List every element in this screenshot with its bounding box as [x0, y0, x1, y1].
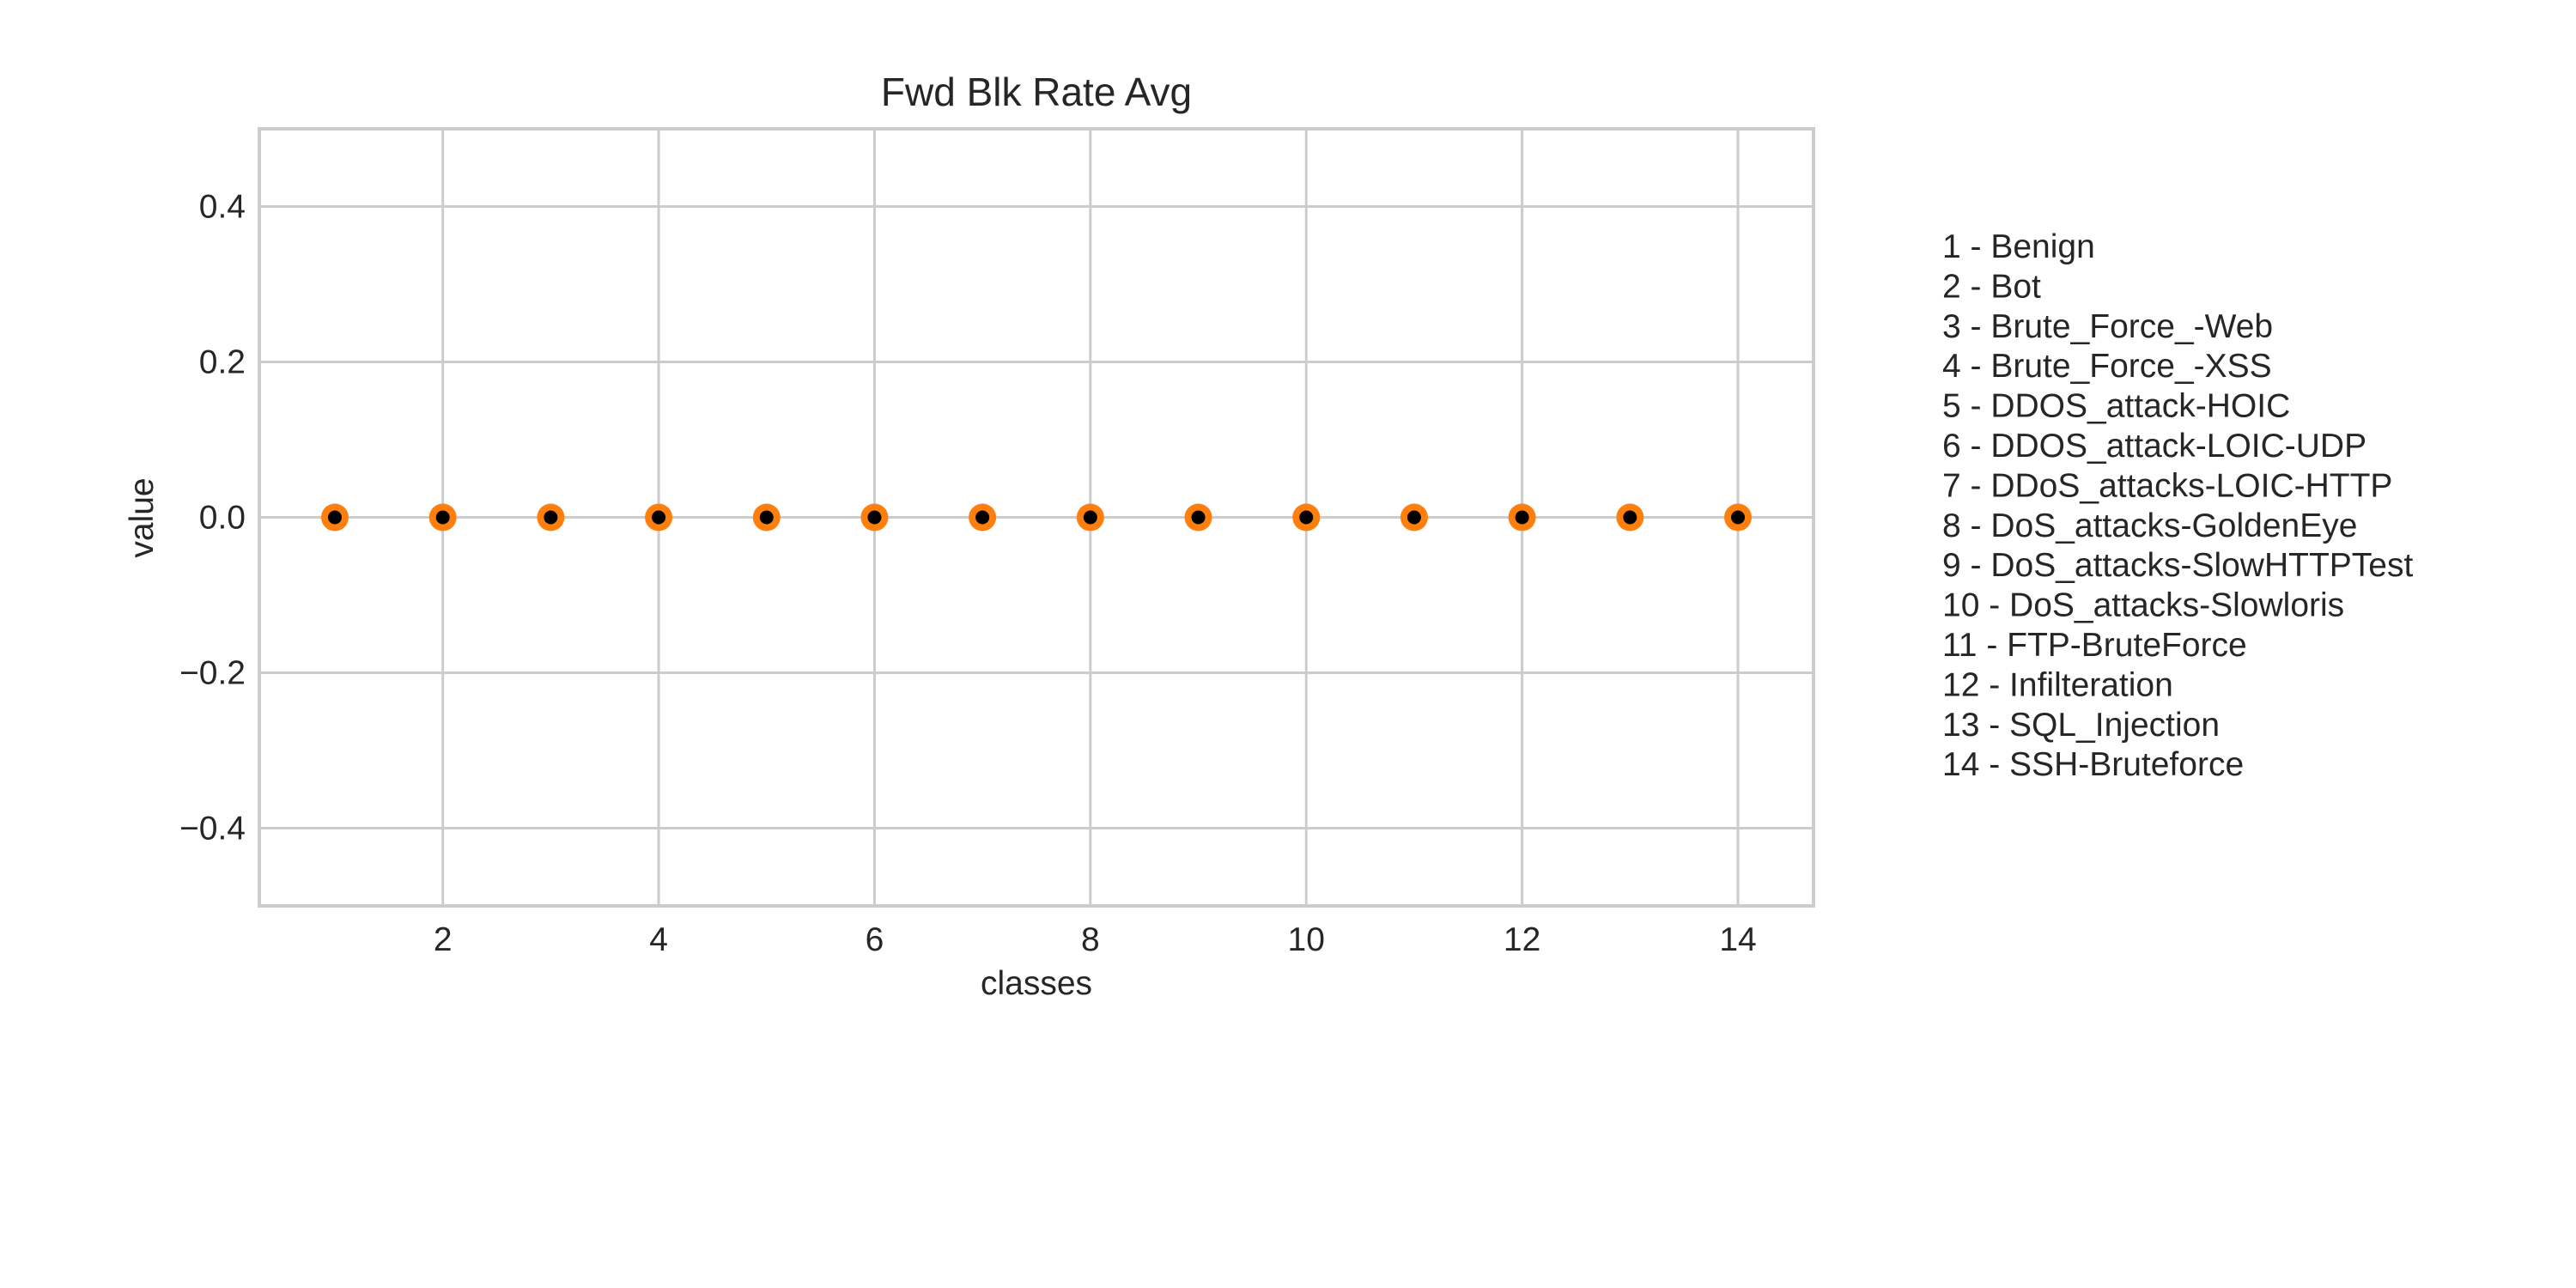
data-point-inner	[1623, 510, 1637, 525]
data-point	[969, 503, 997, 532]
y-tick-label: −0.2	[179, 655, 246, 692]
data-point	[752, 503, 781, 532]
data-point-inner	[327, 510, 342, 525]
x-tick-label: 8	[1081, 921, 1100, 958]
data-point	[645, 503, 673, 532]
legend-entry: 9 - DoS_attacks-SlowHTTPTest	[1942, 547, 2413, 584]
legend-entry: 7 - DDoS_attacks-LOIC-HTTP	[1942, 467, 2392, 504]
data-point	[320, 503, 349, 532]
data-point-inner	[652, 510, 666, 525]
plot-frame	[258, 127, 1815, 908]
legend-entry: 14 - SSH-Bruteforce	[1942, 746, 2244, 783]
data-point-inner	[1406, 510, 1421, 525]
x-tick-label: 4	[649, 921, 668, 958]
data-point-inner	[975, 510, 990, 525]
x-tick-label: 6	[866, 921, 884, 958]
grid	[259, 129, 1814, 906]
y-axis-label: value	[124, 477, 161, 557]
data-points	[320, 503, 1753, 532]
x-tick-label: 2	[434, 921, 453, 958]
legend-entry: 3 - Brute_Force_-Web	[1942, 308, 2273, 345]
x-axis-label: classes	[981, 965, 1092, 1002]
data-point-inner	[759, 510, 774, 525]
data-point	[1400, 503, 1428, 532]
data-point-inner	[1191, 510, 1206, 525]
data-point	[1724, 503, 1753, 532]
legend-entry: 5 - DDOS_attack-HOIC	[1942, 388, 2290, 425]
data-point	[428, 503, 457, 532]
data-point-inner	[1299, 510, 1314, 525]
legend-entry: 1 - Benign	[1942, 228, 2095, 265]
data-point-inner	[1515, 510, 1529, 525]
data-point-inner	[867, 510, 882, 525]
legend-entry: 8 - DoS_attacks-GoldenEye	[1942, 507, 2357, 544]
y-tick-label: −0.4	[179, 811, 246, 848]
data-point	[860, 503, 889, 532]
data-point-inner	[1083, 510, 1097, 525]
legend-entry: 12 - Infilteration	[1942, 666, 2173, 703]
x-tick-label: 14	[1719, 921, 1756, 958]
data-point	[537, 503, 565, 532]
legend-entry: 10 - DoS_attacks-Slowloris	[1942, 587, 2344, 624]
tick-labels: 2 4 6 8 10 12 14 0.4 0.2 0.0 −0.2 −0.4	[179, 189, 1757, 959]
legend-entry: 2 - Bot	[1942, 268, 2041, 305]
data-point-inner	[435, 510, 450, 525]
data-point	[1184, 503, 1212, 532]
data-point	[1508, 503, 1536, 532]
y-tick-label: 0.2	[199, 344, 246, 381]
legend-entry: 4 - Brute_Force_-XSS	[1942, 348, 2272, 385]
y-tick-label: 0.0	[199, 500, 246, 537]
data-point-inner	[1731, 510, 1746, 525]
legend-entry: 11 - FTP-BruteForce	[1942, 627, 2247, 664]
data-point	[1292, 503, 1321, 532]
legend-entry: 6 - DDOS_attack-LOIC-UDP	[1942, 428, 2366, 465]
x-tick-label: 12	[1504, 921, 1540, 958]
x-tick-label: 10	[1288, 921, 1325, 958]
y-tick-label: 0.4	[199, 189, 246, 226]
legend-entry: 13 - SQL_Injection	[1942, 707, 2220, 744]
data-point	[1616, 503, 1644, 532]
chart-title: Fwd Blk Rate Avg	[881, 70, 1192, 114]
data-point	[1076, 503, 1104, 532]
data-point-inner	[544, 510, 558, 525]
